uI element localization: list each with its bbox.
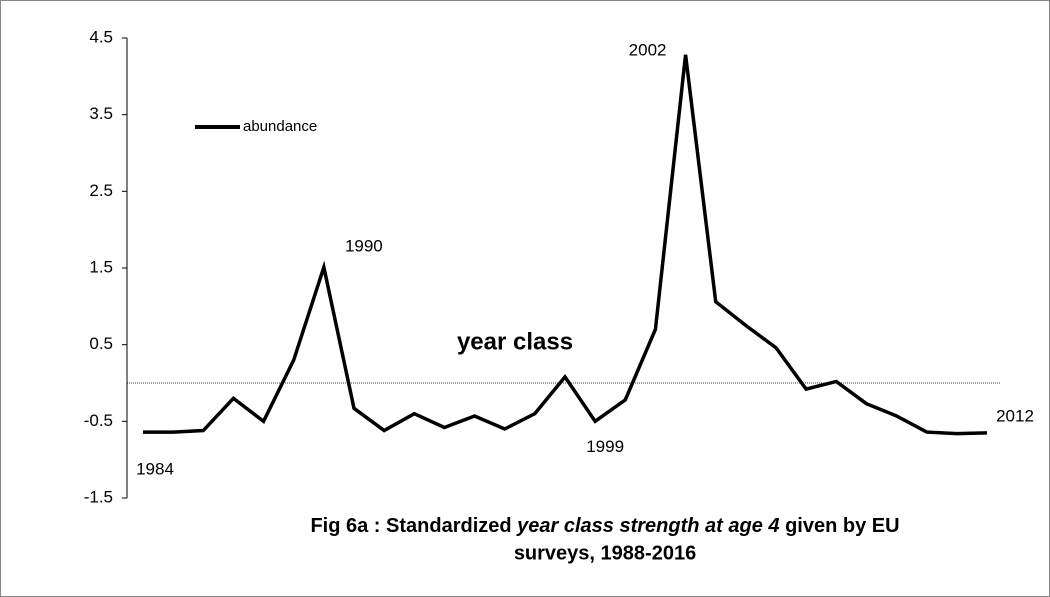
y-tick-label: 4.5: [89, 27, 113, 46]
y-tick-label: -0.5: [84, 411, 113, 430]
y-tick-label: 2.5: [89, 181, 113, 200]
annotation: 2002: [629, 40, 667, 59]
caption-line-1: Fig 6a : Standardized year class strengt…: [310, 515, 899, 537]
y-tick-label: 1.5: [89, 257, 113, 276]
data-line: [143, 54, 988, 436]
caption-part: Fig 6a : Standardized: [310, 515, 517, 537]
y-tick-label: 3.5: [89, 104, 113, 123]
annotation: 1984: [136, 460, 174, 479]
annotation: 1999: [586, 437, 624, 456]
caption-line-2: surveys, 1988-2016: [514, 542, 696, 564]
annotation: 2012: [996, 406, 1034, 425]
x-axis-label: year class: [457, 328, 573, 355]
annotation: 1990: [345, 237, 383, 256]
y-tick-label: 0.5: [89, 334, 113, 353]
caption-part: given by EU: [780, 515, 900, 537]
legend-label: abundance: [243, 118, 317, 135]
caption-part: year class strength at age 4: [516, 515, 779, 537]
y-tick-label: -1.5: [84, 487, 113, 506]
